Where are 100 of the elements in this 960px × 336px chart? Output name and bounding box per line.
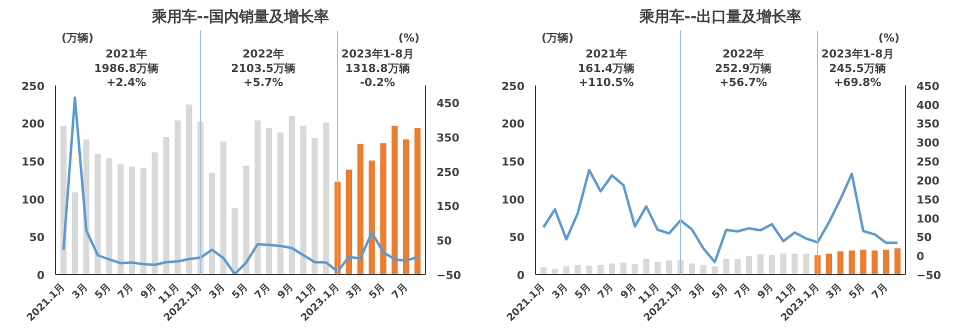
bar — [872, 250, 878, 274]
x-tick-label: 5月 — [230, 282, 250, 302]
bar — [72, 192, 78, 274]
bar — [712, 266, 718, 274]
bar — [643, 258, 650, 274]
bar — [734, 258, 741, 274]
bar — [323, 122, 330, 274]
bar — [860, 250, 866, 274]
x-tick-label: 5月 — [93, 282, 114, 302]
x-tick-label: 7月 — [253, 282, 273, 302]
y2-tick-label: 150 — [436, 200, 460, 214]
bar — [598, 264, 604, 274]
y2-tick-label: 150 — [916, 193, 940, 206]
y2-tick-label: 400 — [916, 98, 940, 112]
x-tick-label: 9月 — [618, 282, 639, 302]
x-tick-label: 5月 — [573, 282, 594, 302]
bar — [803, 254, 810, 274]
bar — [723, 258, 730, 274]
bar — [746, 256, 752, 274]
bar — [174, 120, 181, 274]
bar — [312, 138, 318, 274]
bar — [254, 120, 261, 274]
bar — [848, 250, 855, 274]
y2-tick-label: 50 — [436, 234, 452, 248]
y-axis-title: (万辆) — [62, 31, 94, 44]
annotation: 2022年 252.9万辆 +56.7% — [714, 48, 772, 90]
bar — [586, 266, 592, 274]
y2-tick-label: 450 — [916, 80, 940, 93]
bar — [688, 263, 696, 274]
y-tick-label: 50 — [29, 231, 45, 244]
bar — [277, 132, 284, 274]
x-tick-label: 7月 — [116, 282, 136, 302]
bar — [792, 254, 798, 274]
y-tick-label: 200 — [502, 118, 525, 131]
y-axis-title: (万辆) — [542, 31, 574, 44]
y2-tick-label: 350 — [436, 131, 460, 144]
y2-tick-label: −50 — [436, 269, 462, 282]
line-series — [62, 96, 419, 274]
y2-tick-label: 50 — [916, 231, 932, 244]
bar — [368, 160, 375, 274]
bar — [392, 126, 398, 274]
bar — [357, 144, 364, 274]
x-tick-label: 9月 — [756, 282, 776, 302]
y2-tick-label: 300 — [916, 136, 940, 150]
bar — [780, 254, 786, 274]
y-tick-label: 0 — [36, 269, 45, 282]
line-series — [542, 168, 899, 264]
x-tick-label: 5月 — [710, 282, 730, 302]
bar — [128, 166, 136, 274]
chart-title: 乘用车--出口量及增长率 — [638, 8, 802, 26]
bar — [243, 166, 250, 274]
bar — [768, 255, 775, 274]
annotation: 2021年 1986.8万辆 +2.4% — [94, 48, 159, 90]
bar — [380, 143, 386, 274]
bar — [837, 251, 844, 274]
y2-tick-label: 350 — [916, 118, 940, 131]
y-tick-label: 250 — [22, 80, 45, 93]
y-tick-label: 0 — [516, 269, 525, 282]
bar — [552, 268, 558, 274]
annotation: 2022年 2103.5万辆 +5.7% — [231, 48, 296, 90]
y-tick-label: 100 — [502, 193, 525, 206]
y2-tick-label: 250 — [436, 166, 460, 179]
y-tick-label: 50 — [509, 231, 525, 244]
bar — [163, 137, 170, 274]
x-tick-label: 7月 — [390, 282, 410, 302]
y2-tick-label: 450 — [436, 97, 460, 110]
x-tick-label: 3月 — [550, 282, 570, 302]
y2-tick-label: 250 — [916, 156, 940, 169]
y-tick-label: 100 — [22, 193, 45, 206]
x-tick-label: 5月 — [367, 282, 388, 302]
y2-axis-title: (%) — [878, 31, 900, 44]
x-tick-label: 5月 — [847, 282, 868, 302]
bar — [883, 250, 890, 274]
bar — [118, 164, 124, 274]
annotation: 2023年1-8月 245.5万辆 +69.8% — [821, 48, 894, 90]
x-tick-label: 9月 — [138, 282, 159, 302]
bar — [266, 128, 272, 274]
x-tick-label: 9月 — [276, 282, 296, 302]
bar — [208, 172, 216, 274]
x-tick-label: 3月 — [207, 282, 228, 302]
bar — [757, 254, 764, 274]
bar — [654, 262, 661, 274]
y2-axis-title: (%) — [398, 31, 420, 44]
x-tick-label: 3月 — [344, 282, 364, 302]
bar — [620, 262, 626, 274]
annotation: 2021年 161.4万辆 +110.5% — [578, 48, 635, 90]
bar — [632, 264, 638, 274]
x-tick-label: 3月 — [687, 282, 708, 302]
bar — [403, 139, 410, 274]
y2-tick-label: 200 — [916, 174, 940, 188]
bar — [414, 128, 421, 274]
bar — [94, 154, 101, 274]
bar — [574, 264, 581, 274]
bar — [666, 260, 672, 274]
y2-tick-label: −50 — [916, 269, 942, 282]
bar — [232, 208, 238, 274]
bar — [300, 126, 306, 274]
bar — [106, 158, 112, 274]
bar — [894, 248, 901, 274]
y2-tick-label: 0 — [916, 250, 924, 264]
